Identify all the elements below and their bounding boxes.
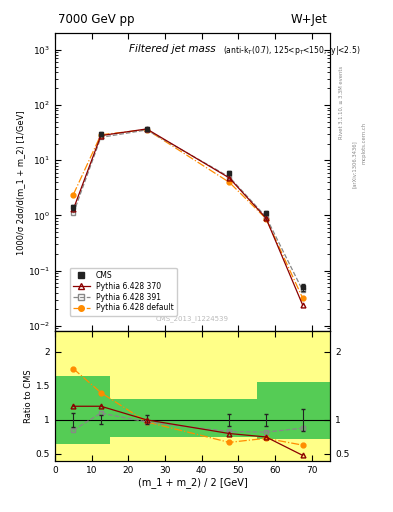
Text: Filtered jet mass: Filtered jet mass bbox=[129, 44, 216, 54]
Bar bbox=[257, 382, 330, 439]
Y-axis label: 1000/σ 2dσ/d(m_1 + m_2) [1/GeV]: 1000/σ 2dσ/d(m_1 + m_2) [1/GeV] bbox=[16, 110, 25, 254]
Text: [arXiv:1306.3436]: [arXiv:1306.3436] bbox=[352, 140, 357, 188]
X-axis label: (m_1 + m_2) / 2 [GeV]: (m_1 + m_2) / 2 [GeV] bbox=[138, 477, 248, 488]
Bar bbox=[257, 331, 330, 461]
Bar bbox=[55, 331, 110, 461]
Y-axis label: Ratio to CMS: Ratio to CMS bbox=[24, 369, 33, 423]
Text: (anti-k$_T$(0.7), 125<p$_T$<150, |y|<2.5): (anti-k$_T$(0.7), 125<p$_T$<150, |y|<2.5… bbox=[223, 44, 360, 57]
Text: 7000 GeV pp: 7000 GeV pp bbox=[58, 13, 134, 26]
Text: mcplots.cern.ch: mcplots.cern.ch bbox=[362, 122, 367, 164]
Text: Rivet 3.1.10, ≥ 3.3M events: Rivet 3.1.10, ≥ 3.3M events bbox=[339, 66, 344, 139]
Text: W+Jet: W+Jet bbox=[290, 13, 327, 26]
Legend: CMS, Pythia 6.428 370, Pythia 6.428 391, Pythia 6.428 default: CMS, Pythia 6.428 370, Pythia 6.428 391,… bbox=[70, 268, 176, 315]
Text: CMS_2013_I1224539: CMS_2013_I1224539 bbox=[156, 315, 229, 323]
Bar bbox=[55, 376, 110, 444]
Bar bbox=[110, 331, 257, 461]
Bar bbox=[110, 399, 257, 437]
